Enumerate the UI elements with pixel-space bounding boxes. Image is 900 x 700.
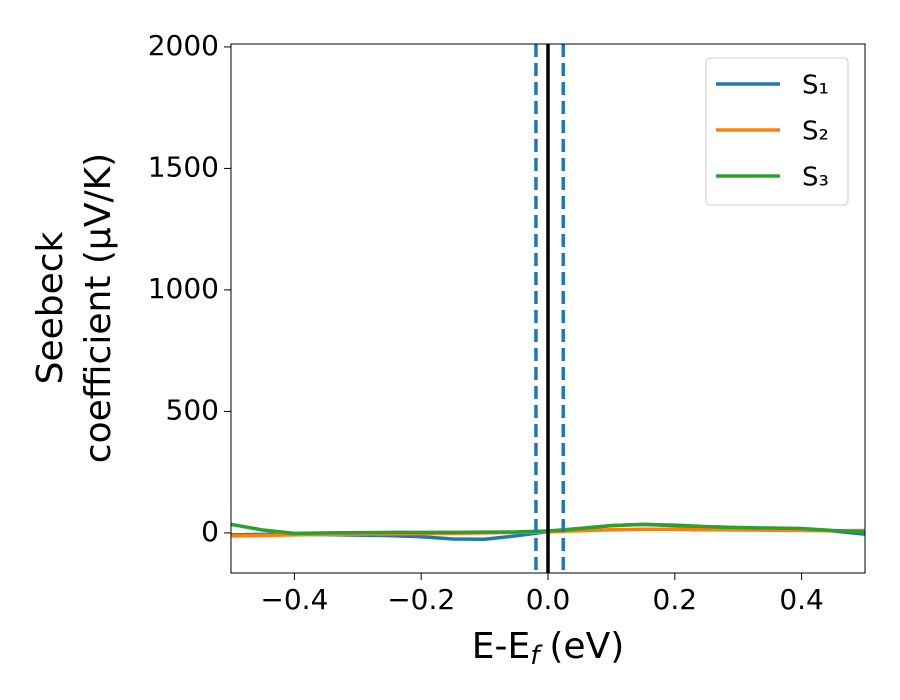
x-label-main: E-E (472, 626, 530, 667)
legend-label: S₁ (802, 71, 829, 101)
y-tick-label: 1000 (148, 272, 219, 305)
x-tick-label: −0.4 (260, 583, 328, 616)
y-tick-label: 1500 (148, 150, 219, 183)
y-tick-label: 500 (166, 393, 219, 426)
legend-label: S₂ (802, 117, 829, 147)
x-axis-label: E-Ef (eV) (472, 626, 625, 671)
x-label-unit: (eV) (549, 626, 624, 667)
legend-label: S₃ (802, 163, 829, 193)
y-axis-label: Seebeck coefficient (μV/K) (30, 153, 119, 463)
y-tick-label: 0 (201, 515, 219, 548)
x-tick-label: 0.0 (526, 583, 571, 616)
plot-area (231, 44, 865, 573)
x-tick-label: 0.2 (653, 583, 698, 616)
y-label-line: Seebeck (30, 231, 71, 384)
legend: S₁ S₂ S₃ (705, 57, 849, 206)
x-tick-label: 0.4 (779, 583, 824, 616)
y-label-line: coefficient (μV/K) (78, 153, 119, 463)
x-label-sub: f (530, 641, 543, 671)
y-tick-label: 2000 (148, 29, 219, 62)
x-tick-label: −0.2 (387, 583, 455, 616)
